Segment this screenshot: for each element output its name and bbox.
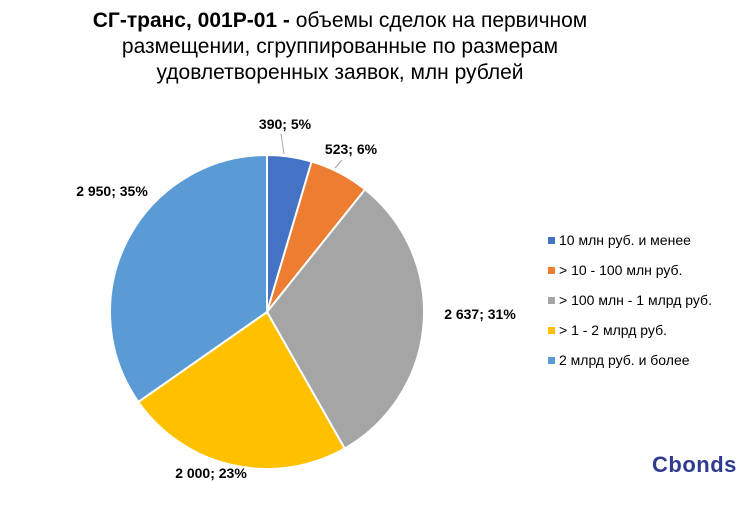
legend-swatch [548,356,555,364]
data-label: 2 637; 31% [444,306,516,322]
pie-slice [265,188,425,450]
data-label: 2 000; 23% [175,465,247,481]
legend-label: 2 млрд руб. и более [559,352,690,368]
legend-swatch [548,236,555,244]
legend-item: > 100 млн - 1 млрд руб. [548,288,712,312]
pie-slice [109,153,268,404]
legend-item: > 1 - 2 млрд руб. [548,318,712,342]
legend-item: 2 млрд руб. и более [548,348,712,372]
legend-swatch [548,326,555,334]
legend-item: 10 млн руб. и менее [548,228,712,252]
chart-legend: 10 млн руб. и менее > 10 - 100 млн руб. … [548,228,712,378]
legend-swatch [548,266,555,274]
pie-slice [136,310,347,471]
chart-title-bold: СГ-транс, 001P-01 - [92,9,290,32]
data-label: 523; 6% [325,141,378,157]
legend-label: > 10 - 100 млн руб. [559,262,683,278]
chart-title-rest: объемы сделок на первичном размещении, с… [121,9,588,84]
legend-swatch [548,296,555,304]
legend-label: > 100 млн - 1 млрд руб. [559,292,712,308]
data-label: 390; 5% [259,116,312,132]
data-label: 2 950; 35% [76,183,148,199]
leader-line [280,133,285,155]
chart-title: СГ-транс, 001P-01 - объемы сделок на пер… [40,8,640,86]
leader-line [334,159,343,169]
legend-label: 10 млн руб. и менее [559,232,691,248]
cbonds-logo: Cbonds [652,452,737,477]
legend-item: > 10 - 100 млн руб. [548,258,712,282]
legend-label: > 1 - 2 млрд руб. [559,322,667,338]
